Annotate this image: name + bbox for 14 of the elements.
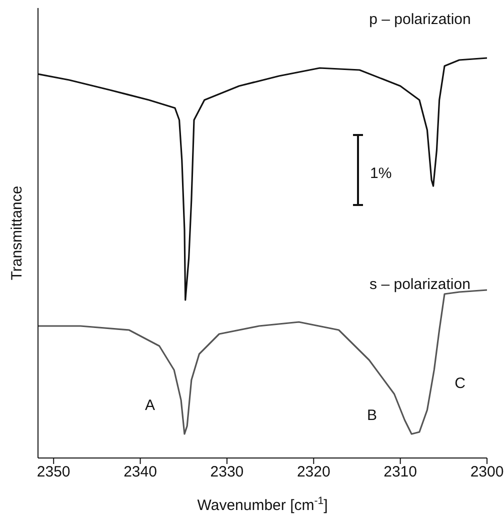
y-axis-title: Transmittance — [8, 186, 26, 280]
x-tick-label: 2350 — [36, 464, 70, 481]
text: p – polarization — [369, 11, 471, 28]
x-tick-label: 2340 — [124, 464, 157, 481]
x-tick-label: 2310 — [384, 464, 418, 481]
annotation: 1% — [370, 165, 392, 182]
annotation: s – polarization — [370, 276, 470, 293]
annotation: A — [144, 397, 156, 414]
annotation: C — [454, 375, 466, 392]
annotation: B — [366, 407, 378, 424]
x-tick-label: 2320 — [296, 464, 330, 481]
x-tick-label: 2330 — [210, 464, 244, 481]
x-tick-label: 2300 — [470, 464, 504, 481]
x-axis-title: Wavenumber [cm$^{-1}$] — [197, 495, 328, 514]
